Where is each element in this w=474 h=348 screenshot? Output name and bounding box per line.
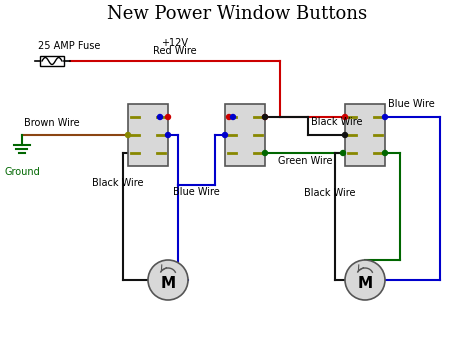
Circle shape bbox=[157, 114, 163, 119]
Text: Green Wire: Green Wire bbox=[278, 156, 332, 166]
Circle shape bbox=[222, 133, 228, 137]
Text: New Power Window Buttons: New Power Window Buttons bbox=[107, 5, 367, 23]
Text: Black Wire: Black Wire bbox=[304, 188, 356, 198]
Circle shape bbox=[343, 133, 347, 137]
Bar bbox=[225, 104, 265, 166]
Text: Blue Wire: Blue Wire bbox=[388, 99, 435, 109]
Text: M: M bbox=[357, 276, 373, 291]
Circle shape bbox=[263, 150, 267, 156]
Circle shape bbox=[230, 114, 236, 119]
Circle shape bbox=[345, 260, 385, 300]
Circle shape bbox=[165, 114, 171, 119]
Circle shape bbox=[263, 114, 267, 119]
Circle shape bbox=[343, 114, 347, 119]
Circle shape bbox=[227, 114, 231, 119]
Circle shape bbox=[383, 150, 388, 156]
Circle shape bbox=[148, 260, 188, 300]
Bar bbox=[128, 104, 168, 166]
Bar bbox=[40, 56, 64, 66]
Text: Black Wire: Black Wire bbox=[92, 178, 144, 188]
Text: 25 AMP Fuse: 25 AMP Fuse bbox=[38, 41, 100, 51]
Text: +12V: +12V bbox=[162, 38, 189, 48]
Text: Ground: Ground bbox=[4, 167, 40, 177]
Circle shape bbox=[263, 114, 267, 119]
Text: Red Wire: Red Wire bbox=[153, 46, 197, 56]
Circle shape bbox=[383, 114, 388, 119]
Circle shape bbox=[165, 133, 171, 137]
Text: Blue Wire: Blue Wire bbox=[173, 187, 220, 197]
Circle shape bbox=[126, 133, 130, 137]
Circle shape bbox=[340, 150, 346, 156]
Bar bbox=[345, 104, 385, 166]
Text: Black Wire: Black Wire bbox=[311, 117, 363, 127]
Text: Brown Wire: Brown Wire bbox=[24, 118, 80, 128]
Text: M: M bbox=[160, 276, 175, 291]
